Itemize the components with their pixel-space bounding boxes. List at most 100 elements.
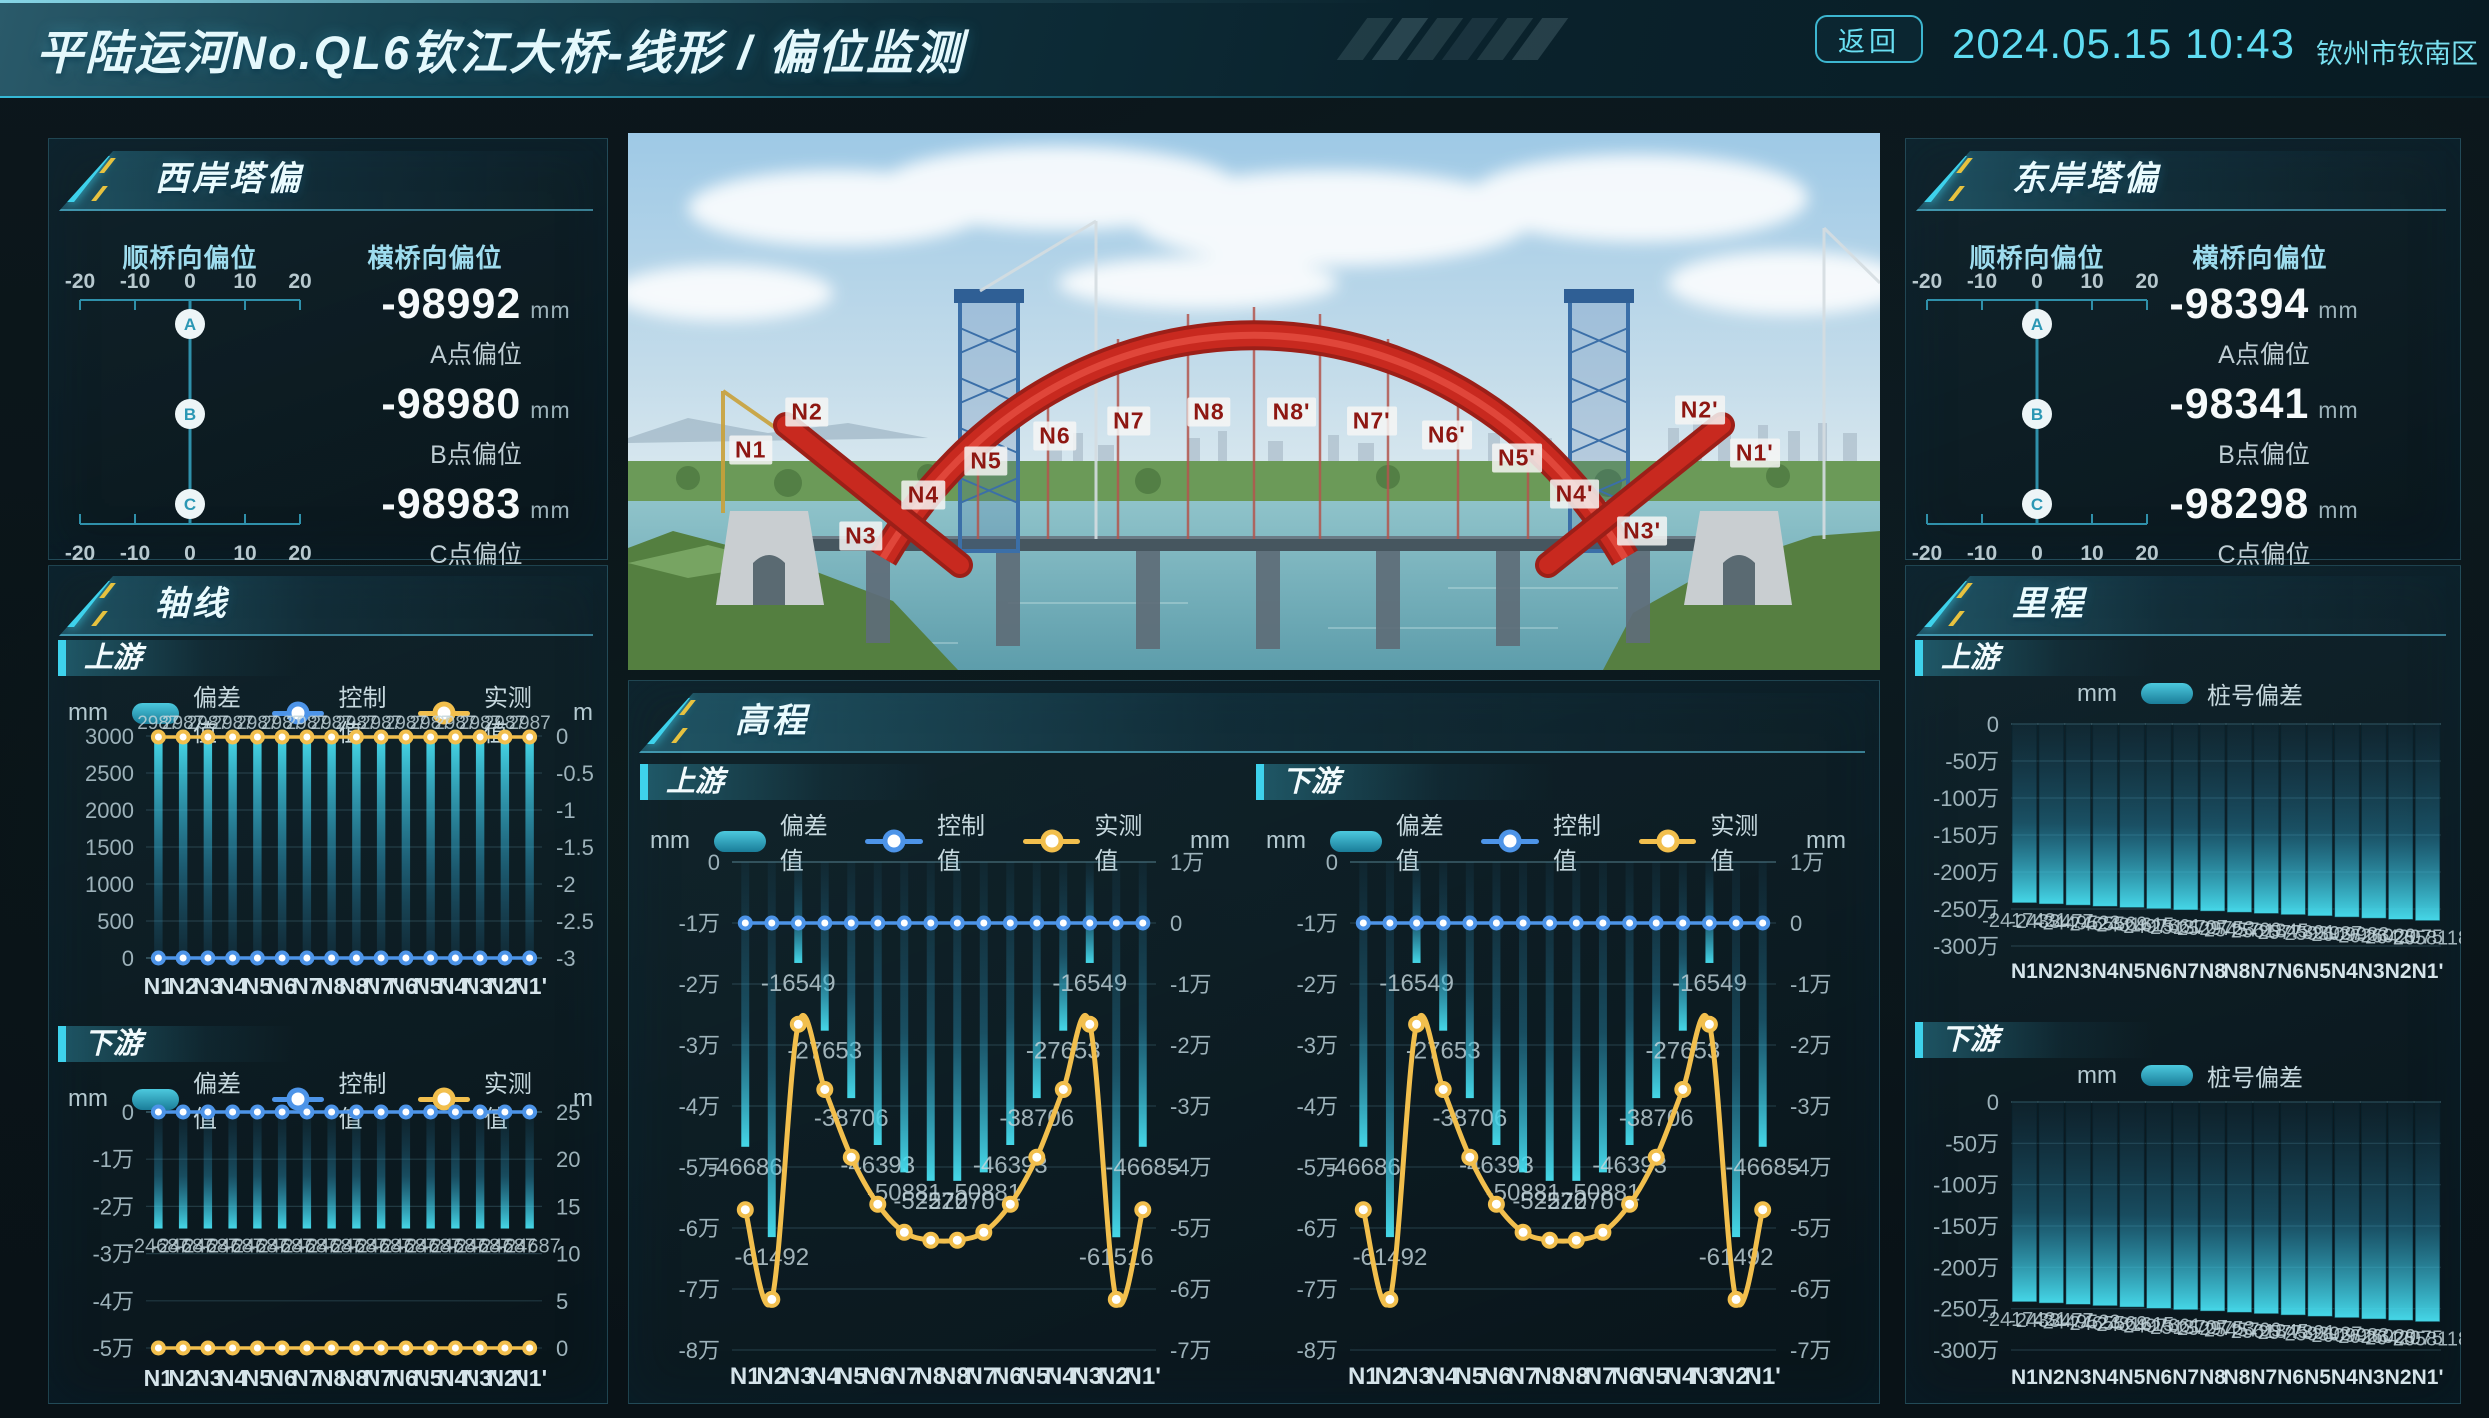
elevation-upstream-chart: 0 1万 -1万 0 -2万 -1万 -3万 -2万 -4万 -3万 -5万 -4万 -6万 -5万 -7万… bbox=[632, 824, 1248, 1396]
svg-text:N1: N1 bbox=[730, 1363, 761, 1390]
svg-text:-2417431: -2417431 bbox=[1982, 1309, 2067, 1331]
svg-text:N5': N5' bbox=[1019, 1363, 1055, 1390]
svg-text:N5': N5' bbox=[2304, 1366, 2336, 1389]
svg-text:-4万: -4万 bbox=[1170, 1155, 1212, 1180]
svg-text:N6': N6' bbox=[388, 1365, 423, 1391]
svg-text:A: A bbox=[2031, 315, 2043, 334]
svg-text:2987: 2987 bbox=[409, 713, 451, 734]
svg-text:-2497661: -2497661 bbox=[2117, 1315, 2202, 1337]
axis-upstream-chart: 3000 0 2500 -0.5 2000 -1 1500 -1.5 1000 -2 500 -2.5… bbox=[48, 700, 608, 1006]
bridge-segment-label: N8 bbox=[1187, 397, 1231, 427]
svg-text:-300万: -300万 bbox=[1933, 1338, 1999, 1363]
svg-text:N6: N6 bbox=[862, 1363, 893, 1390]
axis-upstream-legend: mm 偏差值 控制值 实测值 m bbox=[68, 685, 593, 747]
svg-text:-250万: -250万 bbox=[1933, 1297, 1999, 1322]
svg-text:-2.5: -2.5 bbox=[556, 909, 594, 934]
svg-text:N7: N7 bbox=[2172, 1366, 2199, 1389]
svg-text:N4': N4' bbox=[2331, 1366, 2363, 1389]
svg-text:A: A bbox=[184, 315, 196, 334]
svg-text:N7: N7 bbox=[292, 973, 321, 999]
svg-text:-24687: -24687 bbox=[127, 1236, 189, 1258]
svg-text:20: 20 bbox=[288, 272, 311, 293]
svg-text:-24687: -24687 bbox=[251, 1236, 313, 1258]
svg-text:-2465569: -2465569 bbox=[2063, 913, 2148, 935]
svg-text:-8万: -8万 bbox=[1296, 1338, 1338, 1363]
svg-text:N7: N7 bbox=[1508, 1363, 1539, 1390]
deviation-bar-swatch-icon bbox=[132, 702, 179, 724]
west-longitudinal-label: 顺桥向偏位 bbox=[122, 243, 258, 273]
svg-text:2987: 2987 bbox=[335, 713, 377, 734]
svg-text:N2: N2 bbox=[756, 1363, 787, 1390]
svg-text:-24687: -24687 bbox=[325, 1236, 387, 1258]
svg-text:-1万: -1万 bbox=[1296, 911, 1338, 936]
svg-text:0: 0 bbox=[1987, 712, 1999, 737]
svg-text:2987: 2987 bbox=[385, 713, 427, 734]
bridge-segment-label: N1' bbox=[1729, 438, 1780, 467]
svg-text:-61492: -61492 bbox=[1353, 1244, 1428, 1271]
bridge-segment-label: N4 bbox=[901, 480, 946, 510]
svg-text:-52270: -52270 bbox=[893, 1188, 968, 1215]
svg-text:N5': N5' bbox=[2304, 960, 2336, 983]
back-button[interactable]: 返回 bbox=[1815, 15, 1923, 63]
bridge-segment-label: N3 bbox=[839, 521, 883, 551]
svg-text:-2513707: -2513707 bbox=[2143, 917, 2228, 939]
svg-text:10: 10 bbox=[2080, 272, 2103, 293]
svg-text:-1: -1 bbox=[556, 798, 576, 823]
svg-text:-2497661: -2497661 bbox=[2117, 916, 2202, 938]
mileage-upstream-subheader: 上游 bbox=[1915, 640, 2155, 676]
unit-left-label: mm bbox=[1266, 827, 1306, 854]
west-tower-header: 西岸塔偏 bbox=[59, 151, 593, 211]
svg-text:-2545799: -2545799 bbox=[2197, 919, 2282, 941]
svg-text:-2658118: -2658118 bbox=[2386, 928, 2461, 950]
bridge-segment-label: N5 bbox=[964, 446, 1008, 476]
svg-text:-3万: -3万 bbox=[92, 1242, 134, 1267]
svg-text:0: 0 bbox=[1326, 850, 1338, 875]
svg-text:-2449523: -2449523 bbox=[2036, 912, 2121, 934]
svg-text:-3万: -3万 bbox=[1170, 1094, 1212, 1119]
svg-text:N6': N6' bbox=[1611, 1363, 1647, 1390]
svg-text:N7': N7' bbox=[2250, 1366, 2282, 1389]
svg-text:-38706: -38706 bbox=[999, 1105, 1074, 1132]
east-tower-title: 东岸塔偏 bbox=[2012, 160, 2160, 198]
svg-text:N2': N2' bbox=[487, 1365, 522, 1391]
bridge-segment-label: N3' bbox=[1617, 516, 1668, 546]
east-longitudinal-label: 顺桥向偏位 bbox=[1969, 243, 2105, 273]
unit-left-label: mm bbox=[650, 827, 690, 854]
axis-title: 轴线 bbox=[155, 585, 229, 623]
elevation-downstream-subheader: 下游 bbox=[1256, 764, 1556, 800]
svg-text:-46685: -46685 bbox=[1725, 1154, 1800, 1181]
svg-text:N5: N5 bbox=[836, 1363, 867, 1390]
mileage-title: 里程 bbox=[2012, 585, 2086, 623]
svg-text:N7: N7 bbox=[889, 1363, 920, 1390]
accent-dash-icon bbox=[91, 611, 108, 626]
svg-text:-150万: -150万 bbox=[1933, 1214, 1999, 1239]
svg-text:N6: N6 bbox=[2145, 960, 2172, 983]
svg-text:-2465569: -2465569 bbox=[2063, 1313, 2148, 1335]
svg-text:N1: N1 bbox=[144, 973, 174, 999]
svg-text:-7万: -7万 bbox=[678, 1277, 720, 1302]
svg-text:-4万: -4万 bbox=[678, 1094, 720, 1119]
svg-text:0: 0 bbox=[184, 272, 196, 293]
svg-text:2987: 2987 bbox=[286, 713, 328, 734]
svg-text:N2: N2 bbox=[1375, 1363, 1406, 1390]
svg-text:-2433477: -2433477 bbox=[2009, 1310, 2094, 1332]
svg-text:-4万: -4万 bbox=[1296, 1094, 1338, 1119]
svg-text:N4': N4' bbox=[438, 1365, 473, 1391]
svg-text:-2433477: -2433477 bbox=[2009, 911, 2094, 933]
svg-text:-2万: -2万 bbox=[678, 972, 720, 997]
elevation-title: 高程 bbox=[735, 702, 809, 740]
elevation-upstream-legend: mm 偏差值 控制值 实测值 mm bbox=[650, 813, 1230, 875]
svg-text:N1: N1 bbox=[144, 1365, 174, 1391]
svg-text:N1: N1 bbox=[2011, 960, 2038, 983]
svg-text:-2626029: -2626029 bbox=[2332, 925, 2417, 947]
svg-text:N8': N8' bbox=[2224, 960, 2256, 983]
axis-downstream-legend: mm 偏差值 控制值 实测值 m bbox=[68, 1071, 593, 1133]
svg-text:N1: N1 bbox=[2011, 1366, 2038, 1389]
control-line-swatch-icon bbox=[272, 1087, 325, 1111]
svg-text:2987: 2987 bbox=[360, 713, 402, 734]
svg-text:-200万: -200万 bbox=[1933, 1255, 1999, 1280]
unit-left-label: mm bbox=[68, 699, 108, 726]
svg-text:0: 0 bbox=[1987, 1090, 1999, 1115]
svg-text:N8': N8' bbox=[339, 1365, 374, 1391]
